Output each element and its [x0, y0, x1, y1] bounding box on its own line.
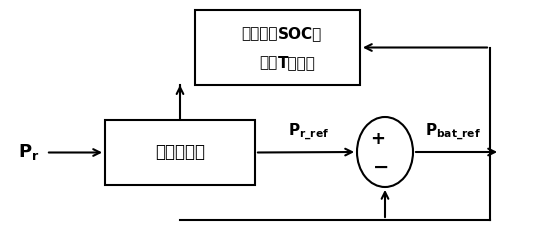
- Text: $\mathbf{P_r}$: $\mathbf{P_r}$: [18, 142, 40, 162]
- Bar: [195, 10, 360, 85]
- Text: SOC，: SOC，: [278, 26, 322, 42]
- Text: 由电池的: 由电池的: [241, 26, 278, 42]
- Ellipse shape: [357, 117, 413, 187]
- Text: 调整: 调整: [259, 55, 278, 70]
- Bar: [105, 120, 255, 185]
- Text: 低通滤波器: 低通滤波器: [155, 144, 205, 162]
- Text: $\mathbf{P_{r\_ref}}$: $\mathbf{P_{r\_ref}}$: [288, 122, 329, 142]
- Text: −: −: [373, 158, 389, 177]
- Text: T的大小: T的大小: [278, 55, 316, 70]
- Text: +: +: [371, 130, 386, 148]
- Text: $\mathbf{P_{bat\_ref}}$: $\mathbf{P_{bat\_ref}}$: [425, 122, 481, 142]
